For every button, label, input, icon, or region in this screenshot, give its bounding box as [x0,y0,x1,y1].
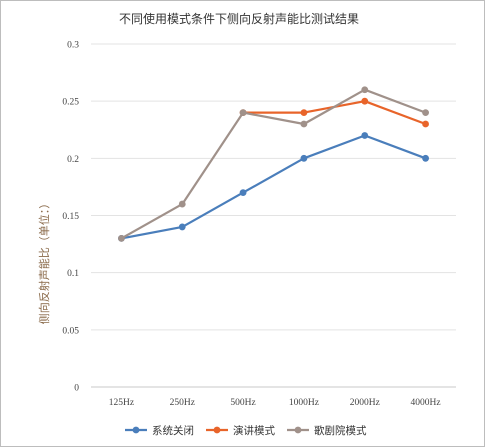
data-point [300,109,308,116]
legend-item: 歌剧院模式 [287,424,367,437]
legend-item: 系统关闭 [125,424,194,437]
gridlines [91,43,456,388]
x-tick-label: 250Hz [170,398,195,408]
series-line [120,88,427,240]
data-point [361,86,369,94]
data-point [361,97,369,105]
y-tick-label: 0.05 [62,326,79,336]
y-tick-label: 0.15 [62,212,79,222]
data-point [422,120,429,128]
y-axis-ticks: 0 0.05 0.1 0.15 0.2 0.25 0.3 [62,41,79,394]
x-axis-ticks: 125Hz 250Hz 500Hz 1000Hz 2000Hz 4000Hz [109,398,441,408]
data-point [178,200,186,208]
y-tick-label: 0.3 [67,41,79,51]
legend: 系统关闭 演讲模式 歌剧院模式 [125,424,367,437]
data-point [422,109,429,116]
y-axis-label: 侧向反射声能比（单位：） [37,198,51,325]
legend-label: 歌剧院模式 [314,424,367,437]
data-point [361,132,369,139]
legend-swatch-marker [132,426,140,434]
legend-swatch-marker [294,426,302,434]
chart-title: 不同使用模式条件下侧向反射声能比测试结果 [119,11,359,26]
y-tick-label: 0.25 [62,98,79,108]
x-tick-label: 2000Hz [350,398,380,408]
x-tick-label: 500Hz [230,398,255,408]
data-point [178,223,186,231]
legend-label: 系统关闭 [152,424,194,437]
data-point [239,109,247,116]
x-tick-label: 1000Hz [289,398,319,408]
x-tick-label: 125Hz [109,398,134,408]
legend-item: 演讲模式 [206,424,275,437]
y-tick-label: 0.1 [67,269,79,279]
series-line [242,100,427,126]
data-point [300,120,308,128]
x-tick-label: 4000Hz [411,398,441,408]
series-1 [118,132,429,242]
data-point [422,154,429,162]
y-tick-label: 0 [74,384,79,394]
series-lines [118,86,429,242]
series-3 [118,86,429,242]
legend-swatch-marker [213,426,221,434]
series-line [120,134,427,240]
data-point [239,189,247,197]
legend-label: 演讲模式 [233,424,275,437]
y-tick-label: 0.2 [67,155,79,165]
data-point [118,234,125,242]
data-point [300,154,308,162]
